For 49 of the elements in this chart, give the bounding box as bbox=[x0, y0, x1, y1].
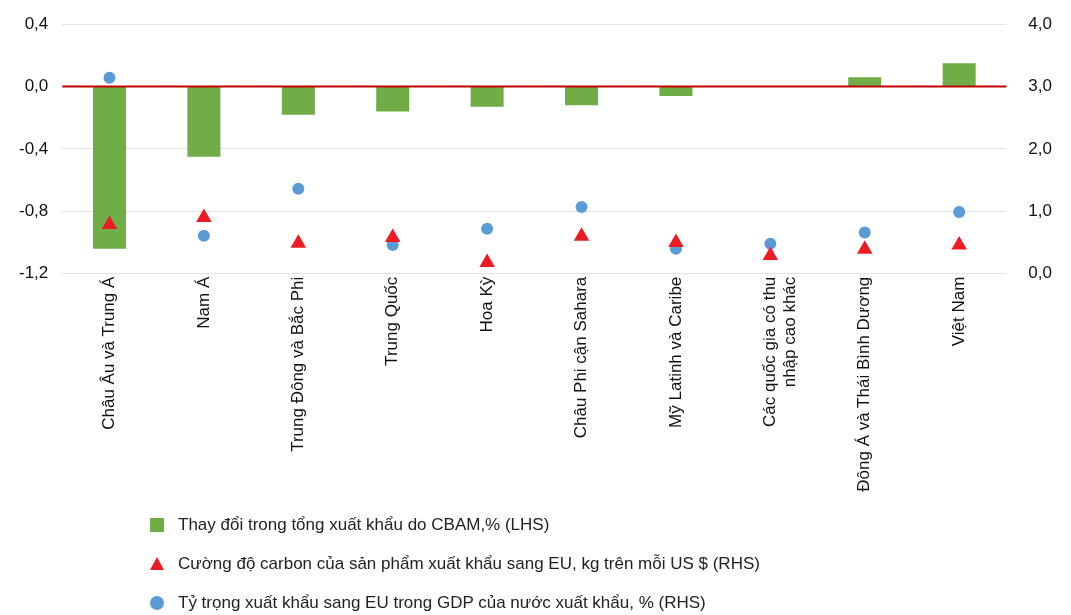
point bbox=[103, 71, 116, 84]
y2-tick-label: 3,0 bbox=[1028, 76, 1053, 96]
x-tick-label: Nam Á bbox=[193, 276, 213, 329]
point bbox=[101, 215, 118, 229]
point bbox=[292, 182, 305, 195]
point bbox=[197, 229, 210, 242]
point bbox=[668, 233, 684, 248]
point bbox=[951, 236, 967, 250]
y-tick-label: 0,4 bbox=[24, 13, 49, 33]
y2-tick-label: 0,0 bbox=[1028, 263, 1053, 283]
bar bbox=[281, 87, 315, 115]
point bbox=[479, 253, 495, 267]
point bbox=[573, 227, 590, 241]
x-tick-label: Mỹ Latinh và Caribe bbox=[665, 276, 685, 428]
x-tick-label: Việt Nam bbox=[948, 276, 968, 347]
bar bbox=[187, 87, 221, 157]
y2-tick-label: 4,0 bbox=[1028, 13, 1053, 33]
legend-label: Thay đổi trong tổng xuất khẩu do CBAM,% (LHS) bbox=[178, 514, 550, 535]
point bbox=[953, 205, 966, 218]
x-tick-label: Trung Quốc bbox=[382, 276, 402, 366]
y-tick-label: -1,2 bbox=[19, 263, 49, 283]
y-tick-label: -0,8 bbox=[19, 201, 49, 221]
legend-label: Cường độ carbon của sản phẩm xuất khẩu sang EU, kg trên mỗi US $ (RHS) bbox=[178, 553, 760, 574]
point bbox=[575, 200, 588, 213]
bar bbox=[565, 87, 599, 106]
y2-tick-label: 2,0 bbox=[1028, 138, 1053, 158]
point bbox=[196, 208, 212, 223]
bar bbox=[470, 87, 504, 107]
point bbox=[290, 234, 307, 248]
bar bbox=[92, 87, 127, 249]
point bbox=[384, 228, 401, 243]
bar bbox=[376, 87, 410, 112]
bar bbox=[942, 63, 976, 87]
x-tick-label: Châu Âu và Trung Á bbox=[99, 276, 119, 430]
x-tick-label: Các quốc gia có thu nhập cao khác bbox=[760, 276, 800, 427]
bar bbox=[848, 77, 882, 87]
point bbox=[764, 237, 777, 250]
point bbox=[858, 226, 871, 239]
point bbox=[856, 240, 873, 254]
y-tick-label: 0,0 bbox=[24, 76, 49, 96]
x-tick-label: Châu Phi cận Sahara bbox=[571, 276, 591, 439]
point bbox=[481, 222, 494, 235]
x-tick-label: Hoa Kỳ bbox=[476, 276, 496, 333]
legend-label: Tỷ trọng xuất khẩu sang EU trong GDP của nước xuất khẩu, % (RHS) bbox=[178, 592, 706, 613]
y2-tick-label: 1,0 bbox=[1028, 201, 1053, 221]
x-tick-label: Trung Đông và Bắc Phi bbox=[288, 276, 307, 452]
y-tick-label: -0,4 bbox=[19, 138, 49, 158]
x-tick-label: Đông Á và Thái Bình Dương bbox=[854, 276, 874, 492]
point bbox=[762, 246, 779, 261]
